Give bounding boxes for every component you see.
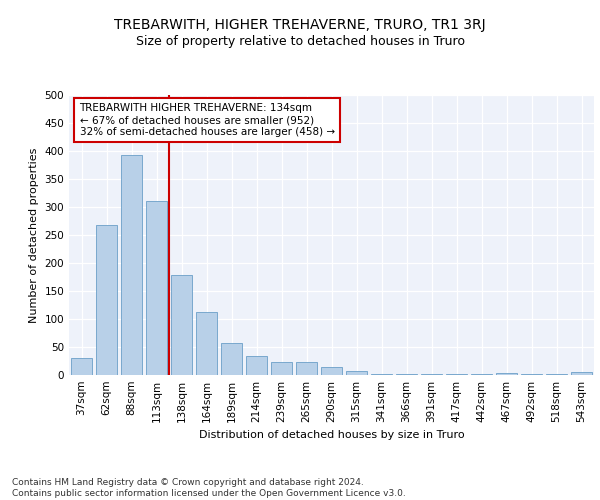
Bar — [496, 373, 517, 375]
Bar — [571, 372, 592, 375]
Bar — [446, 374, 467, 375]
Text: Contains HM Land Registry data © Crown copyright and database right 2024.
Contai: Contains HM Land Registry data © Crown c… — [12, 478, 406, 498]
Text: Size of property relative to detached houses in Truro: Size of property relative to detached ho… — [136, 35, 464, 48]
Bar — [171, 276, 192, 375]
Text: TREBARWITH, HIGHER TREHAVERNE, TRURO, TR1 3RJ: TREBARWITH, HIGHER TREHAVERNE, TRURO, TR… — [114, 18, 486, 32]
Bar — [271, 362, 292, 375]
Bar — [246, 356, 267, 375]
Bar — [546, 374, 567, 375]
Bar — [371, 374, 392, 375]
Bar — [471, 374, 492, 375]
Bar — [121, 155, 142, 375]
Bar — [521, 374, 542, 375]
Bar — [321, 367, 342, 375]
Text: TREBARWITH HIGHER TREHAVERNE: 134sqm
← 67% of detached houses are smaller (952)
: TREBARWITH HIGHER TREHAVERNE: 134sqm ← 6… — [79, 104, 335, 136]
X-axis label: Distribution of detached houses by size in Truro: Distribution of detached houses by size … — [199, 430, 464, 440]
Bar — [296, 362, 317, 375]
Bar — [71, 358, 92, 375]
Bar — [196, 312, 217, 375]
Bar — [396, 374, 417, 375]
Y-axis label: Number of detached properties: Number of detached properties — [29, 148, 39, 322]
Bar — [421, 374, 442, 375]
Bar — [346, 371, 367, 375]
Bar — [96, 226, 117, 375]
Bar — [146, 202, 167, 375]
Bar — [221, 342, 242, 375]
